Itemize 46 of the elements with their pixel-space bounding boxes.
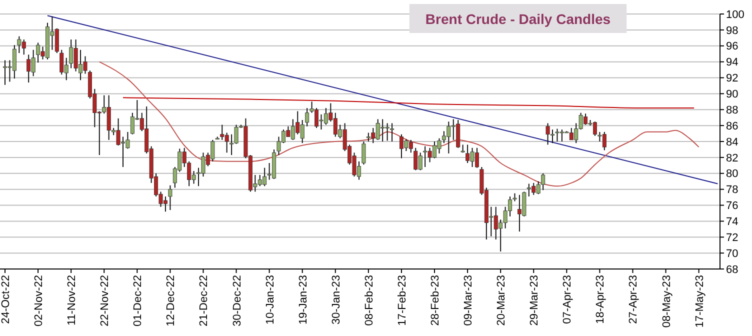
candlestick (305, 108, 310, 127)
y-tick-label: 88 (726, 104, 738, 116)
x-tick-label: 19-Jan-23 (297, 275, 310, 325)
y-tick-label: 84 (726, 136, 738, 148)
x-tick-label: 12-Dec-22 (165, 275, 178, 326)
x-tick-label: 08-May-23 (660, 275, 673, 328)
x-tick-label: 30-Jan-23 (330, 275, 342, 325)
y-tick-label: 70 (726, 248, 738, 260)
chart-title: Brent Crude - Daily Candles (425, 10, 611, 27)
y-tick-label: 76 (726, 200, 738, 212)
x-tick-label: 09-Mar-23 (462, 275, 475, 326)
x-tick-label: 17-Feb-23 (396, 275, 408, 326)
x-tick-label: 30-Dec-22 (231, 275, 244, 326)
candlestick (390, 122, 394, 142)
x-tick-label: 29-Mar-23 (528, 275, 541, 326)
y-tick-label: 94 (726, 56, 738, 69)
y-tick-label: 86 (726, 120, 738, 132)
y-tick-label: 100 (726, 8, 744, 21)
line-series (122, 97, 695, 109)
line-series (98, 61, 700, 187)
x-tick-label: 20-Mar-23 (496, 275, 508, 326)
candlestick (362, 141, 366, 166)
y-tick-label: 74 (726, 216, 738, 228)
x-tick-label: 21-Dec-22 (198, 275, 210, 326)
x-tick-label: 17-May-23 (694, 275, 706, 328)
x-tick-label: 08-Feb-23 (363, 275, 376, 326)
x-tick-label: 10-Jan-23 (264, 275, 276, 325)
x-tick-label: 07-Apr-23 (562, 275, 574, 324)
x-tick-label: 11-Nov-22 (66, 275, 78, 326)
y-tick-label: 90 (726, 88, 738, 101)
y-tick-label: 98 (726, 24, 738, 37)
x-tick-label: 02-Nov-22 (33, 275, 46, 326)
x-tick-label: 18-Apr-23 (594, 275, 607, 324)
candlestick (168, 184, 172, 211)
y-tick-label: 72 (726, 232, 738, 244)
y-tick-label: 78 (726, 184, 738, 196)
x-tick-label: 27-Apr-23 (628, 275, 640, 324)
y-tick-label: 96 (726, 40, 738, 53)
y-tick-label: 68 (726, 264, 738, 276)
x-tick-label: 24-Oct-22 (0, 275, 12, 324)
y-tick-label: 80 (726, 168, 738, 180)
y-tick-label: 92 (726, 72, 738, 85)
x-tick-label: 22-Nov-22 (99, 275, 112, 326)
y-tick-label: 82 (726, 152, 738, 164)
x-tick-label: 01-Dec-22 (132, 275, 144, 326)
x-tick-label: 28-Feb-23 (430, 275, 442, 326)
